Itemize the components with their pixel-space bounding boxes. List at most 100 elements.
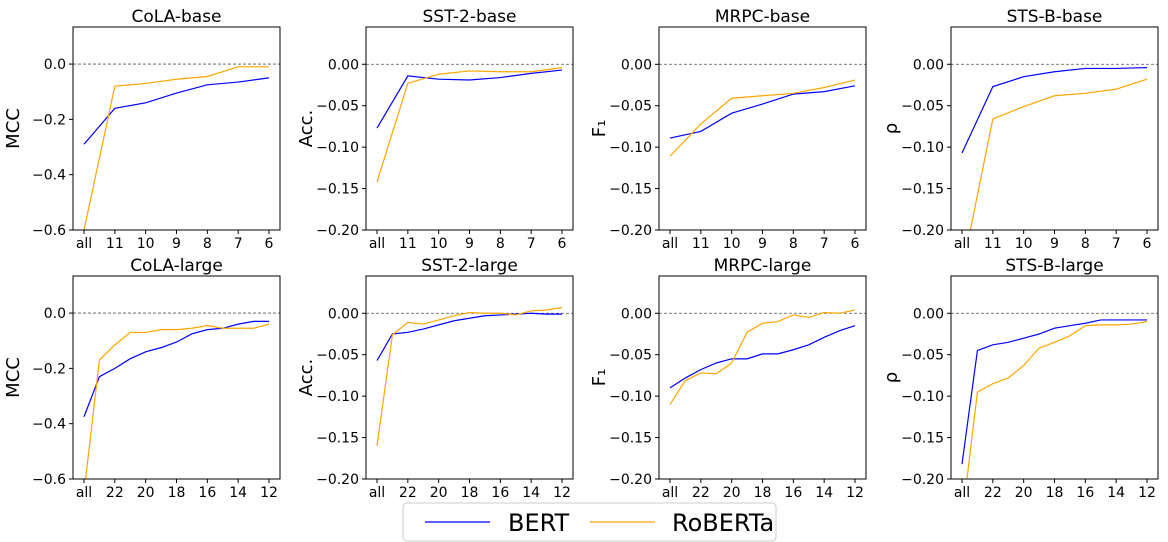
y-tick-label: −0.4 bbox=[32, 168, 66, 184]
x-tick-label: 12 bbox=[553, 485, 571, 501]
y-tick-label: 0.00 bbox=[913, 306, 944, 322]
x-tick-label: 16 bbox=[1076, 485, 1094, 501]
x-tick-label: all bbox=[369, 236, 385, 252]
y-axis-label: F₁ bbox=[589, 369, 610, 387]
y-tick-label: −0.10 bbox=[609, 140, 652, 156]
y-axis-label: Acc. bbox=[296, 359, 317, 397]
y-tick-label: −0.6 bbox=[32, 472, 66, 488]
y-axis-label: MCC bbox=[3, 357, 24, 398]
y-tick-label: −0.20 bbox=[609, 472, 652, 488]
x-tick-label: all bbox=[954, 236, 970, 252]
x-tick-label: 20 bbox=[1015, 485, 1033, 501]
x-tick-label: 16 bbox=[784, 485, 802, 501]
x-tick-label: 10 bbox=[137, 236, 155, 252]
line-series bbox=[966, 320, 1148, 479]
axes-frame bbox=[658, 275, 867, 480]
x-tick-label: 20 bbox=[723, 485, 741, 501]
x-tick-label: 20 bbox=[430, 485, 448, 501]
axes-frame bbox=[365, 26, 574, 231]
y-tick-label: −0.6 bbox=[32, 223, 66, 239]
y-tick-label: −0.15 bbox=[609, 182, 652, 198]
subplot-title: STS-B-large bbox=[1005, 256, 1103, 276]
y-tick-label: −0.15 bbox=[316, 431, 359, 447]
x-tick-label: 14 bbox=[522, 485, 540, 501]
axes-frame bbox=[72, 26, 281, 231]
legend-label: BERT bbox=[508, 509, 570, 537]
y-tick-label: −0.20 bbox=[609, 223, 652, 239]
line-series bbox=[669, 85, 856, 139]
y-axis-label: ρ bbox=[881, 372, 902, 383]
x-tick-label: 12 bbox=[846, 485, 864, 501]
line-series bbox=[376, 69, 563, 129]
x-tick-label: 6 bbox=[265, 236, 274, 252]
y-tick-label: 0.00 bbox=[328, 306, 359, 322]
x-tick-label: all bbox=[369, 485, 385, 501]
y-tick-label: −0.05 bbox=[901, 99, 944, 115]
x-tick-label: 11 bbox=[984, 236, 1002, 252]
y-tick-label: 0.00 bbox=[621, 306, 652, 322]
x-tick-label: 8 bbox=[203, 236, 212, 252]
x-tick-label: 18 bbox=[1046, 485, 1064, 501]
line-series bbox=[669, 325, 856, 389]
x-tick-label: all bbox=[954, 485, 970, 501]
x-tick-label: 7 bbox=[527, 236, 536, 252]
subplot: MRPC-base F₁ −0.20 −0.15 −0.10 −0.05 0.00 all 11… bbox=[589, 7, 867, 252]
x-tick-label: 20 bbox=[137, 485, 155, 501]
x-tick-label: 9 bbox=[1050, 236, 1059, 252]
x-tick-label: 11 bbox=[399, 236, 417, 252]
x-tick-label: 6 bbox=[1143, 236, 1152, 252]
x-tick-label: 7 bbox=[234, 236, 243, 252]
y-axis-label: MCC bbox=[3, 108, 24, 149]
x-tick-label: 22 bbox=[106, 485, 124, 501]
legend-label: RoBERTa bbox=[672, 509, 774, 537]
x-tick-label: 22 bbox=[692, 485, 710, 501]
subplot-title: CoLA-base bbox=[131, 7, 221, 27]
y-tick-label: 0.00 bbox=[913, 57, 944, 73]
subplot: MRPC-large F₁ −0.20 −0.15 −0.10 −0.05 0.00 all 2… bbox=[589, 256, 867, 501]
x-tick-label: 22 bbox=[984, 485, 1002, 501]
subplot-title: CoLA-large bbox=[130, 256, 223, 276]
x-tick-label: 14 bbox=[1107, 485, 1125, 501]
x-tick-label: 10 bbox=[723, 236, 741, 252]
x-tick-label: 11 bbox=[692, 236, 710, 252]
x-tick-label: 12 bbox=[260, 485, 278, 501]
line-series bbox=[83, 320, 269, 417]
line-series bbox=[83, 77, 270, 145]
x-tick-label: 7 bbox=[1112, 236, 1121, 252]
y-tick-label: −0.05 bbox=[316, 348, 359, 364]
axes-frame bbox=[658, 26, 867, 231]
x-tick-label: 8 bbox=[789, 236, 798, 252]
y-tick-label: −0.15 bbox=[609, 431, 652, 447]
y-tick-label: −0.20 bbox=[901, 223, 944, 239]
x-tick-label: 14 bbox=[815, 485, 833, 501]
x-tick-label: 7 bbox=[820, 236, 829, 252]
x-tick-label: all bbox=[662, 485, 678, 501]
line-series bbox=[85, 323, 270, 479]
x-tick-label: 14 bbox=[229, 485, 247, 501]
x-tick-label: 8 bbox=[1081, 236, 1090, 252]
y-tick-label: −0.05 bbox=[316, 99, 359, 115]
y-tick-label: −0.20 bbox=[901, 472, 944, 488]
x-tick-label: 10 bbox=[430, 236, 448, 252]
x-tick-label: 18 bbox=[754, 485, 772, 501]
x-tick-label: 10 bbox=[1015, 236, 1033, 252]
subplot-title: SST-2-large bbox=[421, 256, 518, 276]
subplot-title: MRPC-large bbox=[714, 256, 812, 276]
axes-frame bbox=[72, 275, 281, 480]
y-tick-label: −0.20 bbox=[316, 223, 359, 239]
x-tick-label: 6 bbox=[558, 236, 567, 252]
x-tick-label: 22 bbox=[399, 485, 417, 501]
x-tick-label: 11 bbox=[106, 236, 124, 252]
line-series bbox=[376, 67, 563, 183]
y-axis-label: Acc. bbox=[296, 110, 317, 148]
y-tick-label: −0.2 bbox=[32, 112, 66, 128]
subplot: STS-B-large ρ −0.20 −0.15 −0.10 −0.05 0.00 all 2… bbox=[881, 256, 1159, 501]
x-tick-label: 9 bbox=[172, 236, 181, 252]
subplot: SST-2-large Acc. −0.20 −0.15 −0.10 −0.05 0.00 a… bbox=[296, 256, 574, 501]
line-series bbox=[376, 306, 563, 446]
y-tick-label: −0.05 bbox=[609, 99, 652, 115]
y-tick-label: −0.10 bbox=[316, 389, 359, 405]
y-tick-label: −0.10 bbox=[901, 389, 944, 405]
y-tick-label: −0.10 bbox=[316, 140, 359, 156]
y-tick-label: 0.0 bbox=[44, 57, 66, 73]
